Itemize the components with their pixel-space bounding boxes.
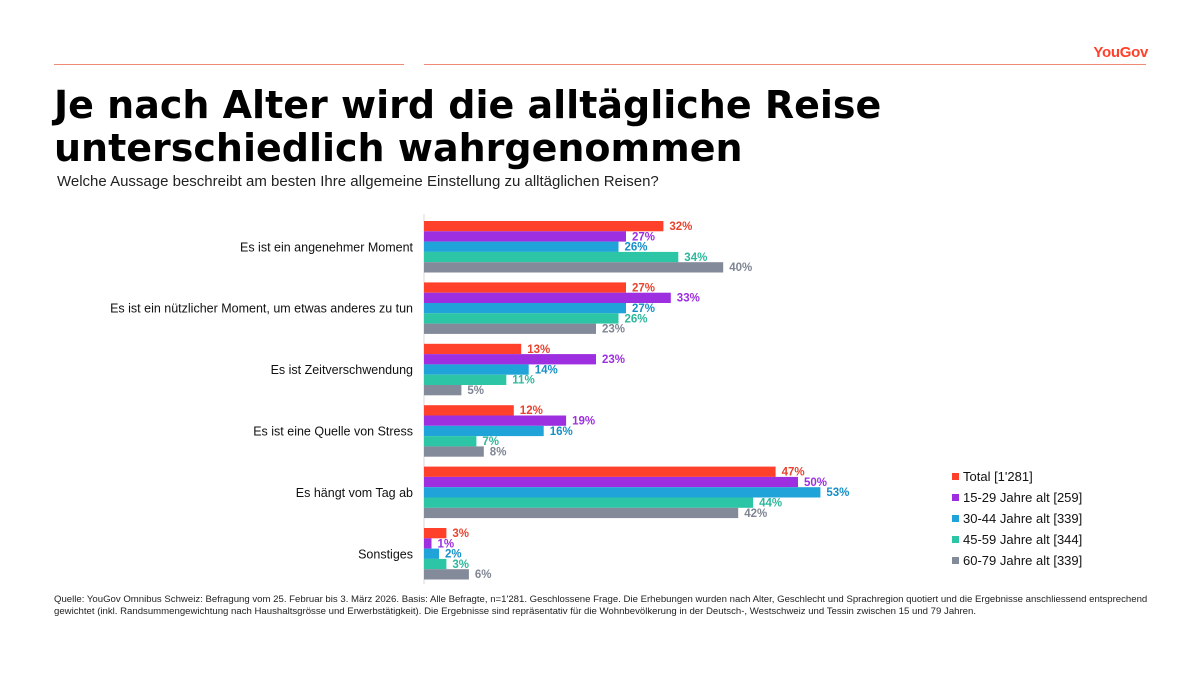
- data-label: 8%: [490, 446, 507, 458]
- bar: [424, 343, 522, 355]
- data-label: 40%: [729, 262, 752, 274]
- data-label: 26%: [625, 313, 648, 325]
- bar: [424, 262, 724, 273]
- data-label: 3%: [452, 528, 469, 540]
- bar: [424, 497, 754, 508]
- title-line-1: Je nach Alter wird die alltägliche Reise: [54, 83, 882, 127]
- bar: [424, 538, 432, 549]
- data-label: 3%: [452, 559, 469, 571]
- bar: [424, 385, 462, 396]
- category-label: Sonstiges: [358, 547, 413, 561]
- bar: [424, 323, 596, 334]
- bar: [424, 221, 664, 232]
- category-label: Es ist ein nützlicher Moment, um etwas a…: [110, 302, 413, 316]
- data-label: 16%: [550, 426, 573, 438]
- data-label: 47%: [782, 467, 805, 479]
- legend-swatch: [952, 494, 959, 501]
- data-label: 44%: [759, 498, 782, 510]
- data-label: 32%: [669, 221, 692, 233]
- yougov-logo: YouGov: [1093, 44, 1148, 61]
- bar: [424, 436, 477, 447]
- bar: [424, 446, 484, 457]
- legend-swatch: [952, 536, 959, 543]
- data-label: 12%: [520, 405, 543, 417]
- data-label: 42%: [744, 508, 767, 520]
- bar: [424, 507, 739, 519]
- category-label: Es hängt vom Tag ab: [296, 486, 413, 500]
- data-label: 19%: [572, 416, 595, 428]
- data-label: 6%: [475, 569, 492, 581]
- bar: [424, 476, 798, 488]
- header-rule-left: [54, 64, 404, 65]
- data-label: 34%: [684, 252, 707, 264]
- bar: [424, 374, 507, 385]
- bar: [424, 405, 514, 416]
- legend-label: 45-59 Jahre alt [344]: [963, 532, 1083, 547]
- data-label: 27%: [632, 282, 655, 294]
- bar: [424, 528, 447, 539]
- legend-label: 15-29 Jahre alt [259]: [963, 490, 1083, 505]
- bar: [424, 425, 544, 437]
- bar: [424, 313, 619, 324]
- data-label: 13%: [527, 344, 550, 356]
- bar: [424, 354, 596, 365]
- legend-item: Total [1'281]: [952, 466, 1082, 487]
- header-rule-right: [424, 64, 1146, 65]
- category-label: Es ist Zeitverschwendung: [271, 363, 413, 377]
- bar: [424, 282, 626, 293]
- data-label: 1%: [438, 538, 455, 550]
- bar: [424, 558, 447, 570]
- data-label: 27%: [632, 231, 655, 243]
- bar: [424, 364, 529, 375]
- data-label: 14%: [535, 364, 558, 376]
- bar: [424, 231, 626, 242]
- bar: [424, 548, 439, 559]
- bar: [424, 251, 679, 263]
- legend-item: 60-79 Jahre alt [339]: [952, 550, 1082, 571]
- data-label: 23%: [602, 324, 625, 336]
- data-label: 53%: [826, 487, 849, 499]
- category-label: Es ist eine Quelle von Stress: [253, 424, 413, 438]
- bar: [424, 487, 821, 498]
- data-label: 27%: [632, 303, 655, 315]
- chart-legend: Total [1'281] 15-29 Jahre alt [259] 30-44 …: [952, 466, 1082, 571]
- bar: [424, 466, 776, 477]
- legend-item: 15-29 Jahre alt [259]: [952, 487, 1082, 508]
- data-label: 23%: [602, 354, 625, 366]
- title-line-2: unterschiedlich wahrgenommen: [54, 126, 743, 170]
- data-label: 26%: [625, 242, 648, 254]
- legend-label: 30-44 Jahre alt [339]: [963, 511, 1083, 526]
- legend-item: 45-59 Jahre alt [344]: [952, 529, 1082, 550]
- legend-swatch: [952, 473, 959, 480]
- category-label: Es ist ein angenehmer Moment: [240, 240, 414, 254]
- data-label: 7%: [482, 436, 499, 448]
- legend-label: 60-79 Jahre alt [339]: [963, 553, 1083, 568]
- legend-label: Total [1'281]: [963, 469, 1033, 484]
- legend-swatch: [952, 515, 959, 522]
- page-title: Je nach Alter wird die alltägliche Reise…: [54, 84, 1054, 170]
- data-label: 11%: [512, 375, 534, 387]
- bar: [424, 569, 469, 580]
- bar: [424, 241, 619, 252]
- bar: [424, 303, 626, 314]
- data-label: 50%: [804, 477, 827, 489]
- data-label: 5%: [467, 385, 484, 397]
- legend-swatch: [952, 557, 959, 564]
- bar: [424, 292, 671, 303]
- data-label: 33%: [677, 293, 700, 305]
- data-label: 2%: [445, 549, 462, 561]
- bar: [424, 415, 567, 426]
- question-subtitle: Welche Aussage beschreibt am besten Ihre…: [57, 173, 659, 190]
- legend-item: 30-44 Jahre alt [339]: [952, 508, 1082, 529]
- bar-chart: Es ist ein angenehmer Moment32%27%26%34%…: [110, 214, 849, 584]
- source-note: Quelle: YouGov Omnibus Schweiz: Befragun…: [54, 594, 1148, 617]
